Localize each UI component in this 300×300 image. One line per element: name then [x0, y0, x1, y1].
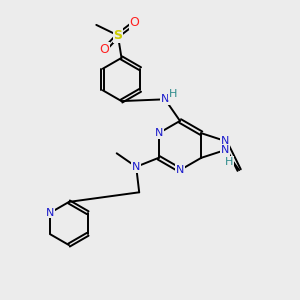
Text: S: S [113, 29, 122, 42]
Text: N: N [220, 145, 229, 155]
Text: O: O [100, 43, 109, 56]
Text: O: O [130, 16, 139, 29]
Text: N: N [176, 165, 184, 175]
Text: H: H [169, 89, 178, 99]
Text: N: N [154, 128, 163, 138]
Text: N: N [220, 136, 229, 146]
Text: N: N [132, 162, 140, 172]
Text: N: N [46, 208, 55, 218]
Text: N: N [161, 94, 169, 104]
Text: H: H [225, 157, 233, 166]
